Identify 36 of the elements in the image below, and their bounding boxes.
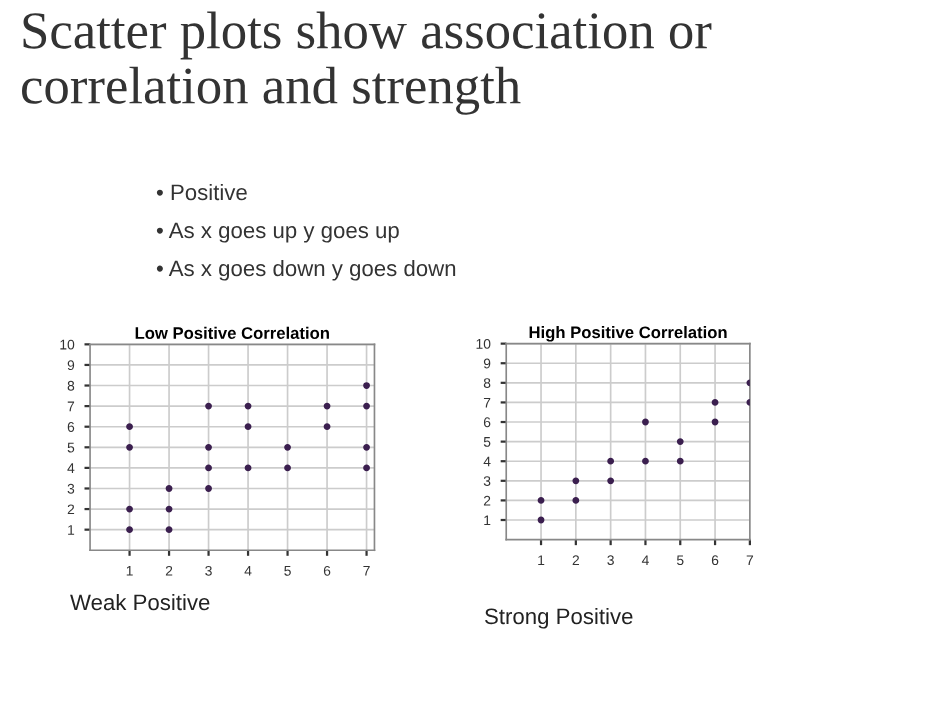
- text: Scatter plots show association or correlation and strength: [22, 11, 712, 115]
- point: [205, 443, 212, 451]
- text: • As x goes up y goes up: [156, 222, 399, 243]
- text: Strong Positive: [485, 607, 633, 629]
- point: [284, 443, 291, 451]
- text: • As x goes down y goes down: [156, 259, 456, 281]
- point: [537, 497, 545, 504]
- text: Weak Positive: [70, 593, 210, 611]
- point: [323, 423, 331, 431]
- point: [642, 418, 649, 426]
- point: [363, 382, 370, 389]
- point: [244, 423, 252, 431]
- point: [607, 477, 615, 485]
- text: • Positive: [156, 183, 247, 201]
- point: [126, 423, 133, 431]
- point: [284, 464, 291, 472]
- point: [126, 526, 133, 534]
- point: [676, 438, 684, 446]
- point: [642, 457, 649, 465]
- chart-title: Low Positive Correlation: [135, 326, 329, 339]
- point: [126, 505, 133, 513]
- point: [363, 443, 370, 451]
- point: [607, 457, 615, 465]
- point: [572, 477, 580, 485]
- point: [363, 464, 370, 472]
- point: [676, 457, 684, 465]
- point: [205, 402, 212, 410]
- point: [711, 399, 719, 406]
- point: [126, 443, 133, 451]
- point: [165, 526, 173, 534]
- point: [363, 402, 370, 410]
- point: [165, 485, 173, 492]
- chart-title: High Positive Correlation: [529, 326, 727, 342]
- point: [205, 464, 212, 472]
- point: [572, 497, 580, 504]
- point: [205, 485, 212, 492]
